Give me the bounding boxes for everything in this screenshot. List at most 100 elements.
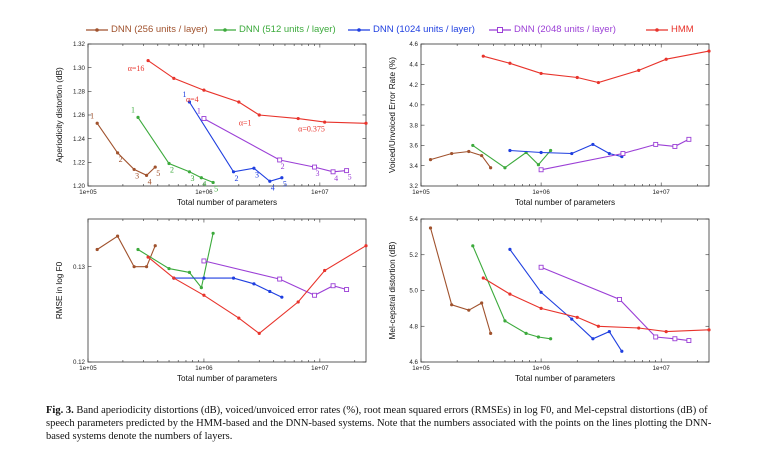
caption-label: Fig. 3. [46,405,74,416]
data-point [570,151,574,156]
series-4 [201,258,350,298]
data-point [538,167,544,173]
series-line [147,245,367,335]
data-point [201,258,207,264]
data-point [575,315,579,319]
y-tick-label: 1.22 [73,160,86,167]
data-point [202,276,206,280]
data-point [637,68,641,72]
data-point [231,276,236,280]
data-point [570,317,574,321]
data-point [252,166,256,170]
layer-count-label: 5 [283,180,287,189]
data-point [257,331,261,335]
series-2 [471,143,553,170]
series-2 [136,231,215,290]
y-tick-label: 5.4 [409,216,418,223]
layer-count-label: 2 [119,155,123,164]
caption-text: Band aperiodicity distortions (dB), voic… [46,405,712,442]
data-point [481,54,485,58]
legend-entry-5: HMM [646,24,694,35]
data-point [653,141,659,147]
layer-count-label: 1 [182,90,186,99]
y-axis-label: RMSE in log F0 [55,261,64,319]
data-point [277,157,283,163]
data-point [607,151,611,156]
series-line [203,118,347,173]
y-tick-label: 4.6 [409,359,418,366]
data-point [471,244,475,248]
series-1: 1 2 345 [90,111,160,186]
series-line [483,277,710,333]
legend-swatch [348,27,370,32]
x-tick-label: 1e+06 [195,189,213,196]
layer-count-label: 4 [148,177,152,186]
data-point [296,116,300,121]
panel-1: 1e+05 1e+06 1e+07 1.20 1.22 1.24 1.26 1.28 1.30 1… [55,41,368,207]
data-point [364,121,368,125]
data-point [95,247,99,252]
x-axis-label: Total number of parameters [515,198,615,207]
y-tick-label: 0.13 [73,264,86,271]
x-tick-label: 1e+06 [195,365,213,372]
data-point [330,283,336,289]
series-line [472,245,551,340]
data-point [344,168,350,174]
series-line [429,227,492,334]
layer-count-label: 1 [90,111,94,120]
series-line [188,101,283,182]
layer-count-label: 3 [190,174,194,183]
series-line [509,249,623,352]
layer-count-label: 5 [156,169,160,178]
panel-3: 1e+05 1e+06 1e+07 0.12 0.13 Total number of p… [55,218,368,383]
data-point [268,289,272,294]
plot-frame [420,43,710,187]
series-1 [95,234,157,269]
x-tick-label: 1e+07 [653,365,671,372]
data-point [146,58,150,63]
data-point [199,286,203,290]
data-point [428,158,433,162]
panel-4: 1e+05 1e+06 1e+07 4.6 4.8 5.0 5.2 5.4 Total numb… [388,216,711,383]
data-point [620,349,624,353]
series-3: 12 34 5 [182,90,286,192]
series-line [173,277,283,298]
layer-count-label: 1 [131,105,135,114]
series-3 [172,276,284,299]
series-5 [146,244,368,335]
plot-frame [420,218,710,363]
series-1 [428,149,493,170]
x-tick-label: 1e+06 [532,365,550,372]
data-point [480,153,484,158]
y-tick-label: 4.6 [409,41,418,48]
data-point [539,306,543,310]
legend-swatch [646,27,668,32]
data-point [467,308,471,312]
data-point [237,316,241,320]
layer-count-label: 3 [135,171,139,180]
layer-count-label: 2 [281,162,285,171]
data-point [538,264,544,270]
data-point [707,328,711,332]
layer-count-label: 1 [197,107,201,116]
data-point [115,234,120,238]
layer-count-label: 3 [255,170,259,179]
data-point [686,338,692,343]
data-point [508,148,512,153]
data-point [132,167,136,172]
legend-entry-2: DNN (512 units / layer) [214,24,336,35]
x-tick-label: 1e+05 [412,189,430,196]
data-point [503,319,507,323]
y-axis-label: Voiced/Unvoiced Error Rate (%) [388,57,397,173]
x-tick-label: 1e+07 [311,189,329,196]
x-tick-label: 1e+07 [653,189,671,196]
data-point [167,161,171,166]
series-4: 1 2 3 4 5 [197,107,352,183]
legend-swatch [489,26,511,33]
data-point [252,282,256,286]
data-point [686,136,692,142]
data-point [153,165,157,169]
series-3 [508,142,624,159]
data-point [115,151,120,155]
